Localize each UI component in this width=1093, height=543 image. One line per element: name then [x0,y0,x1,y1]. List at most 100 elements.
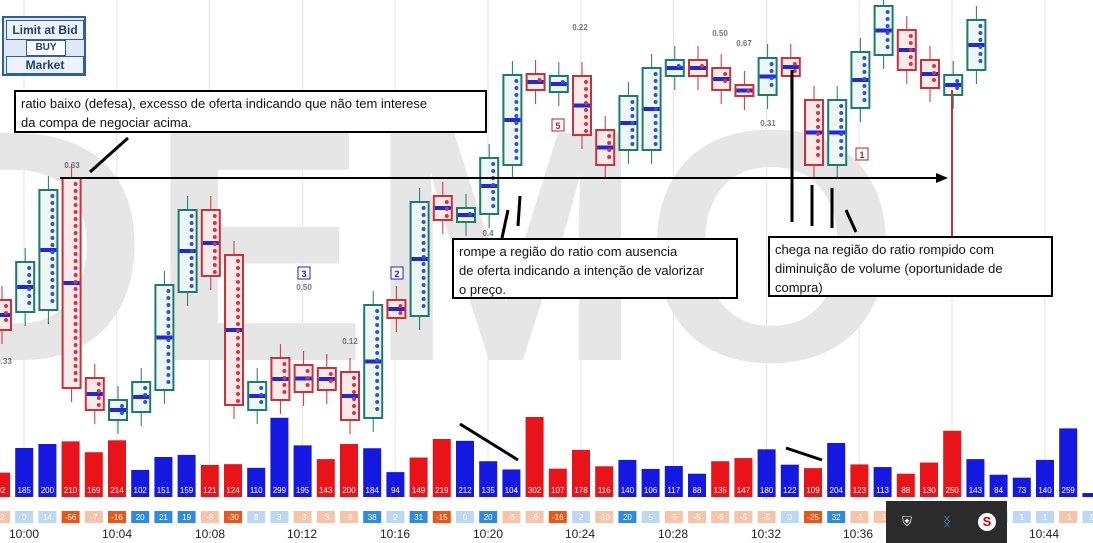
annotation-arrow [500,209,510,239]
volume-dot [630,135,635,139]
market-button[interactable]: Market [6,56,84,74]
delta-cell [177,511,196,523]
volume-dot [421,269,426,273]
time-tick: 10:00 [8,527,40,541]
time-tick: 10:24 [564,527,596,541]
poc-marker [110,408,126,412]
delta-label: -56 [65,513,77,522]
volume-dot [421,213,426,217]
volume-dot [352,376,356,380]
ratio-label: 0.50 [296,283,312,292]
volume-dot [885,17,890,21]
volume-dot [96,403,101,407]
poc-marker [666,66,683,70]
volume-dot [212,228,217,232]
volume-dot [189,256,194,260]
delta-label: 1 [1089,513,1093,522]
limit-at-bid-button[interactable]: Limit at Bid [6,20,84,40]
buy-button[interactable]: BUY [26,40,66,56]
volume-dot [491,190,496,194]
volume-dot [120,411,124,415]
delta-cell [409,511,428,523]
volume-dot [4,318,8,322]
delta-cell [595,511,614,523]
ratio-label: 0.22 [572,23,588,32]
volume-dot [816,139,820,143]
volume-dot [908,34,913,38]
volume-bar [966,459,985,497]
volume-dot [166,359,171,363]
volume-label: 88 [693,486,702,495]
order-widget[interactable]: Limit at Bid BUY Market [2,16,86,76]
volume-bar [84,452,103,497]
volume-dot [27,280,32,284]
delta-label: 31 [414,513,423,522]
delta-cell [386,511,405,523]
volume-dot [514,128,519,132]
volume-dot [908,41,913,45]
volume-dot [421,241,426,245]
volume-bar [131,469,150,497]
delta-cell [84,511,103,523]
delta-cell [432,511,451,523]
volume-dot [282,369,287,373]
volume-dot [885,24,890,28]
poc-marker [713,77,730,81]
security-s-icon[interactable]: S [978,513,996,531]
volume-label: 110 [250,486,263,495]
volume-dot [491,197,496,201]
volume-dot [514,114,519,118]
volume-dot [189,284,194,288]
time-tick: 10:28 [657,527,689,541]
delta-label: 20 [136,513,145,522]
bluetooth-icon[interactable]: ᛝ [943,514,951,529]
volume-label: 130 [922,486,936,495]
volume-bar [0,472,10,497]
poc-marker [63,281,80,285]
volume-dot [839,139,844,143]
volume-dot [978,31,983,35]
volume-dot [50,257,55,261]
volume-bar [780,464,799,497]
volume-dot [282,383,287,387]
volume-dot [723,72,728,76]
volume-dot [50,299,55,303]
shield-icon[interactable]: ⛨ [902,514,912,529]
volume-dot [50,208,55,212]
volume-dot [514,156,519,160]
volume-dot [73,252,78,256]
volume-dot [212,235,217,239]
delta-cell [316,511,335,523]
volume-label: 212 [458,486,472,495]
volume-dot [375,386,380,390]
volume-dot [166,352,171,356]
volume-dot [839,125,844,129]
poc-marker [968,43,985,47]
volume-dot [305,383,310,387]
volume-dot [653,135,658,139]
volume-bar [873,467,892,497]
volume-dot [839,111,844,115]
volume-bar [618,459,637,497]
delta-label: -1 [1065,513,1073,522]
volume-dot [908,48,913,52]
volume-dot [27,301,32,305]
volume-dot [839,118,844,122]
volume-dot [73,224,78,228]
volume-dot [932,78,936,82]
poc-marker [643,107,660,111]
volume-dot [816,118,820,122]
volume-dot [398,311,403,315]
volume-dot [653,142,658,146]
delta-cell [131,511,150,523]
delta-label: 1 [1020,513,1025,522]
volume-dot [584,80,588,84]
volume-dot [328,379,333,383]
volume-dot [236,266,240,270]
delta-label: -2 [0,513,5,522]
delta-label: -5 [717,513,725,522]
volume-dot [375,407,380,411]
delta-label: -10 [598,513,610,522]
volume-bar [641,468,660,497]
volume-bar [224,464,242,497]
